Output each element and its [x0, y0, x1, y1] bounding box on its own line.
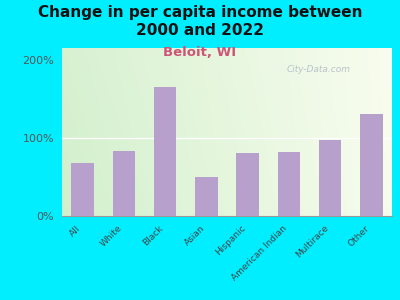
Bar: [195, 177, 218, 216]
Bar: [278, 152, 300, 216]
Bar: [71, 163, 94, 216]
Text: Beloit, WI: Beloit, WI: [164, 46, 236, 59]
Text: Change in per capita income between
2000 and 2022: Change in per capita income between 2000…: [38, 4, 362, 38]
Bar: [154, 87, 176, 216]
Bar: [360, 114, 383, 216]
Bar: [236, 154, 259, 216]
Bar: [112, 151, 135, 216]
Bar: [319, 140, 342, 216]
Text: City-Data.com: City-Data.com: [286, 65, 350, 74]
